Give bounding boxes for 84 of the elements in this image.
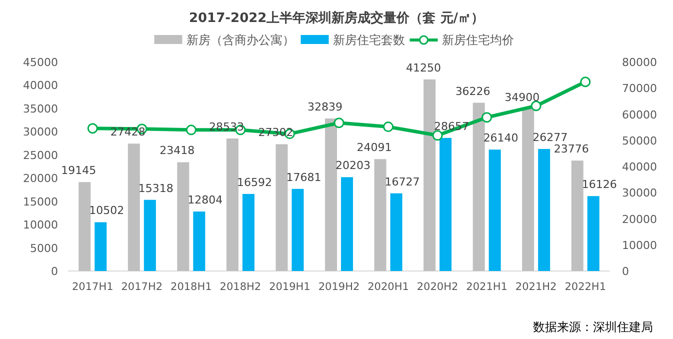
point bbox=[432, 130, 443, 141]
bar bbox=[325, 118, 337, 271]
data-label: 23418 bbox=[160, 144, 195, 158]
legend-label: 新房住宅均价 bbox=[442, 33, 514, 47]
legend-label: 新房（含商办公寓） bbox=[186, 33, 294, 47]
bar bbox=[177, 162, 190, 271]
x-tick-label: 2017H1 bbox=[72, 281, 114, 293]
y2-tick-label: 40000 bbox=[622, 160, 657, 174]
x-tick-label: 2019H2 bbox=[318, 281, 360, 293]
y2-tick-label: 50000 bbox=[622, 134, 657, 148]
y2-tick-label: 0 bbox=[622, 265, 629, 278]
bar bbox=[242, 194, 254, 271]
y-tick-label: 0 bbox=[51, 265, 58, 278]
y2-tick-label: 70000 bbox=[622, 82, 657, 96]
x-tick-label: 2019H1 bbox=[269, 281, 310, 293]
bar bbox=[292, 188, 304, 271]
bar bbox=[440, 138, 452, 271]
bar bbox=[424, 79, 436, 271]
data-label: 24091 bbox=[356, 141, 392, 154]
data-label: 16727 bbox=[384, 175, 420, 188]
x-tick-label: 2018H1 bbox=[170, 281, 212, 293]
bar bbox=[571, 160, 584, 271]
data-label: 34900 bbox=[504, 90, 540, 104]
data-label: 36226 bbox=[455, 84, 490, 98]
bar bbox=[587, 196, 600, 271]
bar bbox=[78, 182, 91, 271]
bar bbox=[472, 102, 485, 271]
bar bbox=[390, 193, 402, 271]
point bbox=[482, 112, 492, 123]
data-label: 15318 bbox=[138, 182, 174, 195]
bar bbox=[522, 108, 534, 271]
source-note: 数据来源：深圳住建局 bbox=[533, 320, 653, 334]
data-label: 26277 bbox=[532, 130, 568, 144]
bar bbox=[341, 177, 353, 271]
data-label: 20203 bbox=[336, 159, 370, 172]
chart-title: 2017-2022上半年深圳新房成交量价（套 元/㎡） bbox=[188, 10, 484, 26]
y-tick-label: 20000 bbox=[23, 172, 58, 186]
bar bbox=[128, 144, 140, 271]
y-tick-label: 5000 bbox=[30, 242, 58, 255]
legend-label: 新房住宅套数 bbox=[332, 33, 405, 47]
data-label: 26140 bbox=[483, 132, 518, 145]
y2-tick-label: 10000 bbox=[622, 238, 657, 252]
bar bbox=[276, 144, 288, 271]
data-label: 32839 bbox=[308, 100, 342, 114]
x-tick-label: 2020H1 bbox=[368, 281, 409, 293]
data-label: 16592 bbox=[236, 176, 272, 189]
y-tick-label: 45000 bbox=[23, 56, 58, 69]
bar bbox=[226, 138, 238, 271]
x-tick-label: 2020H2 bbox=[416, 281, 458, 293]
y-tick-label: 30000 bbox=[23, 126, 58, 139]
data-label: 19145 bbox=[61, 164, 96, 178]
bar bbox=[193, 212, 206, 271]
point bbox=[530, 100, 542, 112]
point bbox=[87, 123, 98, 134]
point bbox=[580, 76, 591, 88]
y2-tick-label: 80000 bbox=[622, 56, 657, 69]
point bbox=[334, 118, 344, 128]
y-tick-label: 40000 bbox=[23, 79, 58, 92]
x-tick-label: 2021H1 bbox=[466, 281, 508, 293]
x-tick-label: 2017H2 bbox=[121, 281, 163, 293]
y-tick-label: 15000 bbox=[23, 195, 58, 208]
data-label: 16126 bbox=[582, 178, 617, 192]
data-label: 23776 bbox=[554, 142, 589, 156]
data-label: 12804 bbox=[188, 194, 223, 207]
x-tick-label: 2021H2 bbox=[515, 281, 557, 293]
x-tick-label: 2022H1 bbox=[564, 281, 606, 293]
data-label: 27302 bbox=[258, 126, 294, 140]
data-label: 17681 bbox=[286, 170, 322, 184]
bar bbox=[94, 222, 107, 271]
y2-tick-label: 30000 bbox=[622, 186, 657, 200]
y-tick-label: 10000 bbox=[23, 218, 58, 232]
point bbox=[383, 122, 394, 132]
y2-tick-label: 20000 bbox=[622, 212, 657, 226]
bar bbox=[488, 150, 501, 271]
data-label: 10502 bbox=[89, 204, 124, 218]
x-tick-label: 2018H2 bbox=[220, 281, 262, 293]
y2-tick-label: 60000 bbox=[622, 108, 657, 122]
bar bbox=[374, 159, 386, 271]
point bbox=[186, 124, 196, 136]
y-tick-label: 35000 bbox=[23, 102, 58, 116]
data-label: 41250 bbox=[406, 61, 442, 74]
bar bbox=[538, 148, 550, 271]
y-tick-label: 25000 bbox=[23, 148, 58, 162]
bar bbox=[144, 200, 156, 271]
